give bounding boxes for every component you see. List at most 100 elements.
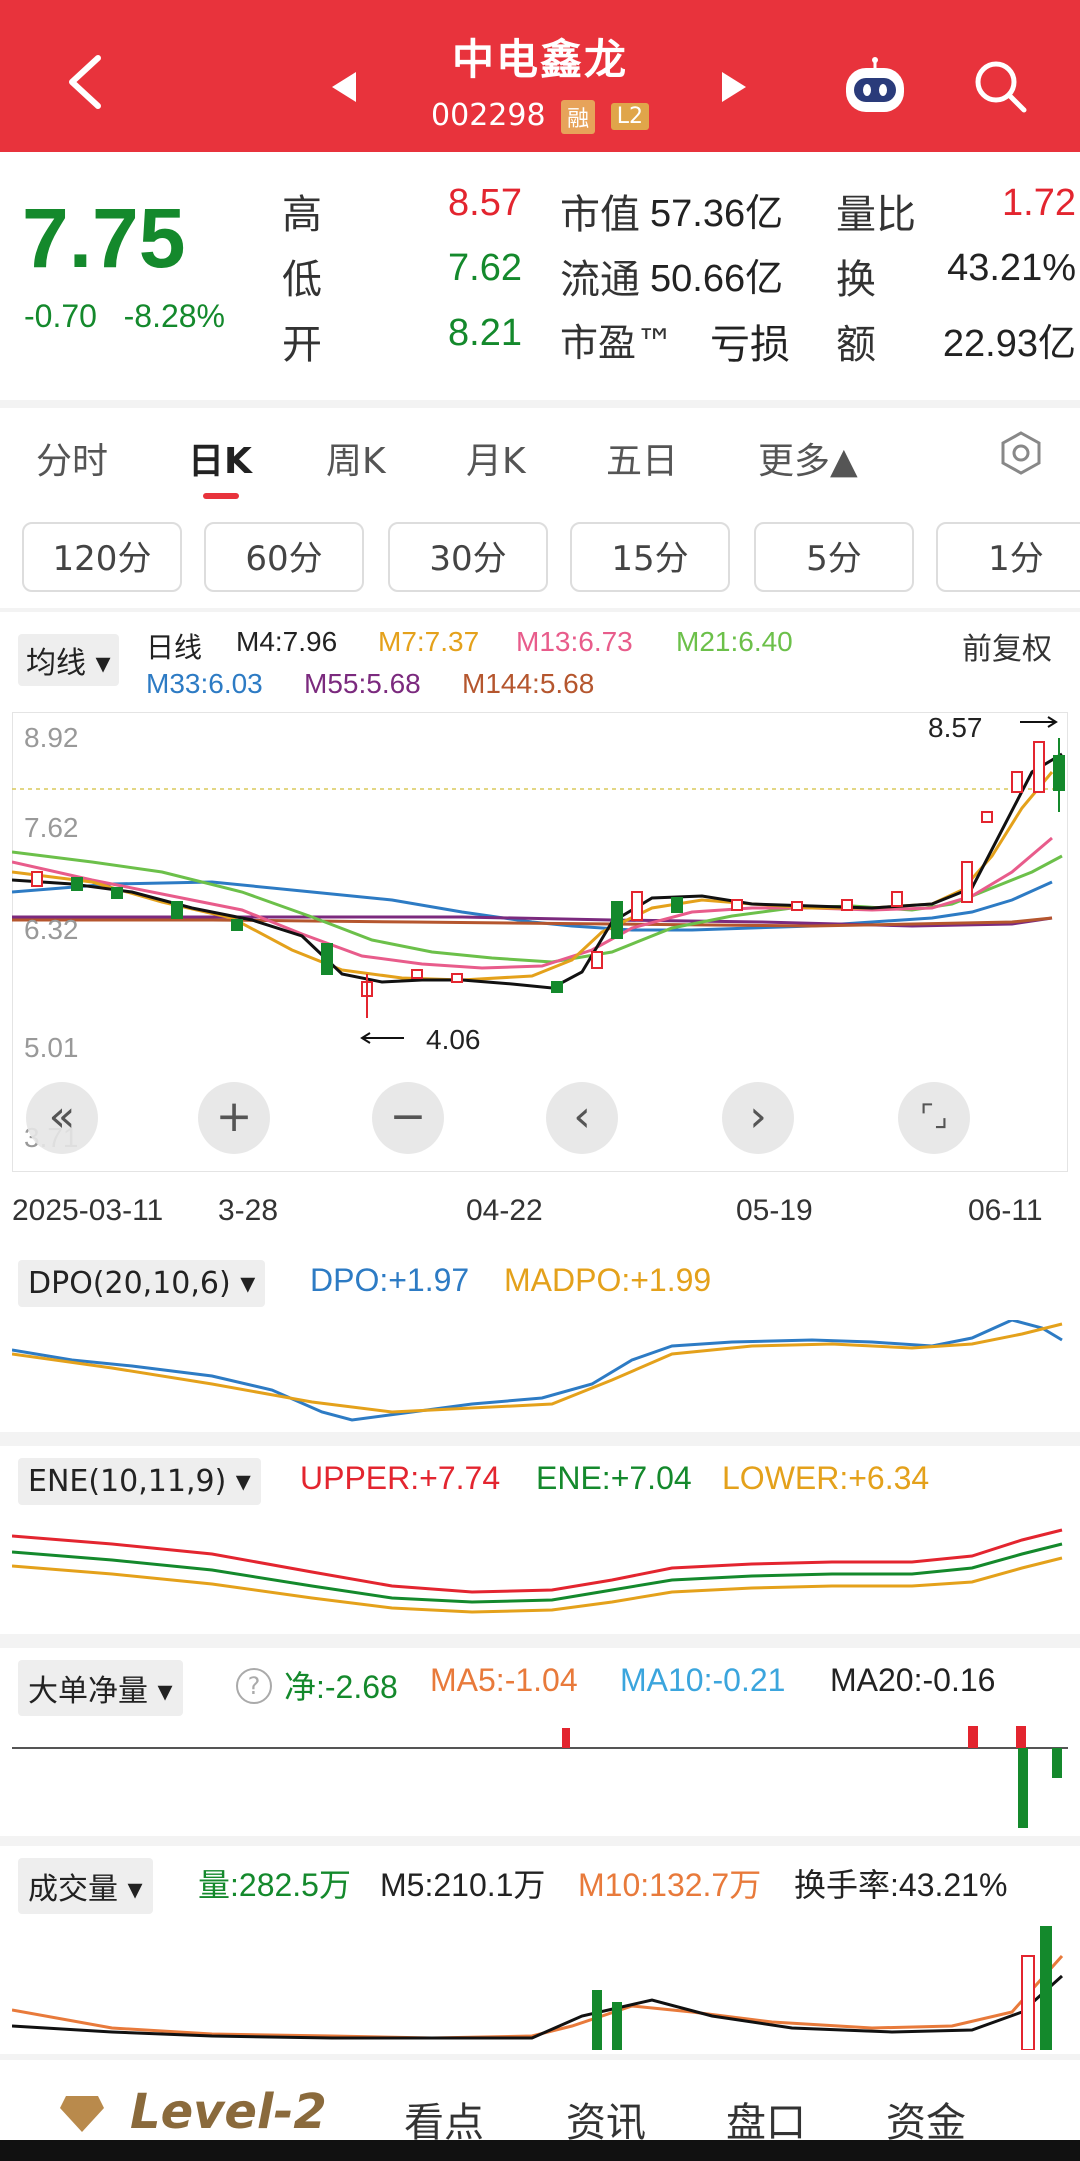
ene-indicator-select[interactable]: ENE(10,11,9) ▾ — [18, 1458, 261, 1505]
dpo-plot — [12, 1320, 1063, 1422]
pe-label: 市盈™ — [560, 321, 675, 365]
ma-legend-m13: M13:6.73 — [516, 626, 633, 657]
tab-120min[interactable]: 120分 — [22, 522, 182, 592]
ma-legend-m7: M7:7.37 — [378, 626, 480, 657]
ma-legend-m33: M33:6.03 — [146, 668, 263, 699]
volume-value: 量:282.5万 — [198, 1867, 351, 1903]
tab-daily-k[interactable]: 日K — [188, 441, 252, 482]
volume-panel: 成交量 ▾ 量:282.5万 M5:210.1万 M10:132.7万 换手率:… — [0, 1846, 1080, 2054]
active-tab-indicator — [203, 493, 239, 499]
prev-stock-icon[interactable] — [330, 70, 358, 104]
tab-1min[interactable]: 1分 — [936, 522, 1080, 592]
x-axis-label: 2025-03-11 — [12, 1194, 164, 1227]
margin-badge: 融 — [561, 99, 596, 134]
ene-panel: ENE(10,11,9) ▾ UPPER:+7.74 ENE:+7.04 LOW… — [0, 1446, 1080, 1634]
float-value: 50.66亿 — [650, 258, 784, 300]
last-price: 7.75 — [22, 191, 186, 285]
volume-indicator-select[interactable]: 成交量 ▾ — [18, 1858, 153, 1914]
system-nav-bar — [0, 2140, 1080, 2161]
scroll-left-button[interactable]: ‹ — [546, 1082, 618, 1154]
amount-value: 22.93亿 — [942, 323, 1076, 365]
open-label: 开 — [282, 322, 322, 368]
tab-five-day[interactable]: 五日 — [606, 441, 679, 482]
settings-hexagon-icon[interactable] — [998, 430, 1044, 476]
volume-m5-value: M5:210.1万 — [380, 1867, 546, 1903]
tab-monthly-k[interactable]: 月K — [466, 441, 526, 482]
tab-more[interactable]: 更多▲ — [758, 441, 858, 482]
tab-highlights[interactable]: 看点 — [404, 2100, 484, 2146]
help-icon[interactable]: ? — [236, 1668, 272, 1704]
tab-30min[interactable]: 30分 — [388, 522, 548, 592]
tab-weekly-k[interactable]: 周K — [326, 441, 386, 482]
amount-label: 额 — [836, 322, 876, 368]
change-amount: -0.70 — [24, 298, 97, 334]
madpo-value: MADPO:+1.99 — [504, 1262, 712, 1298]
zoom-out-button[interactable]: − — [372, 1082, 444, 1154]
line-type-label: 日线 — [146, 632, 203, 663]
y-axis-label: 6.32 — [24, 914, 79, 945]
ene-lower-value: LOWER:+6.34 — [722, 1460, 930, 1496]
x-axis-label: 3-28 — [218, 1194, 279, 1227]
dpo-panel: DPO(20,10,6) ▾ DPO:+1.97 MADPO:+1.99 — [0, 1248, 1080, 1432]
ma-legend-m144: M144:5.68 — [462, 668, 595, 699]
big-order-plot — [12, 1726, 1068, 1828]
big-order-indicator-select[interactable]: 大单净量 ▾ — [18, 1660, 183, 1716]
x-axis-label: 04-22 — [466, 1194, 543, 1227]
ma-indicator-select[interactable]: 均线 ▾ — [18, 634, 119, 686]
x-axis-label: 05-19 — [736, 1194, 813, 1227]
tab-news[interactable]: 资讯 — [566, 2100, 646, 2146]
level2-tab[interactable]: Level-2 — [130, 2084, 327, 2140]
next-stock-icon[interactable] — [720, 70, 748, 104]
robot-assistant-icon[interactable] — [840, 56, 910, 116]
change-percent: -8.28% — [123, 298, 225, 334]
zoom-in-button[interactable]: + — [198, 1082, 270, 1154]
minute-period-tabs: 120分 60分 30分 15分 5分 1分 — [0, 508, 1080, 608]
collapse-chart-button[interactable]: « — [26, 1082, 98, 1154]
tab-capital[interactable]: 资金 — [886, 2100, 966, 2146]
dpo-indicator-select[interactable]: DPO(20,10,6) ▾ — [18, 1260, 266, 1307]
quote-panel: 7.75 -0.70 -8.28% 高 8.57 低 7.62 开 8.21 市… — [0, 152, 1080, 400]
diamond-icon — [60, 2096, 104, 2132]
float-label: 流通 — [560, 257, 640, 303]
tab-15min[interactable]: 15分 — [570, 522, 730, 592]
ene-upper-value: UPPER:+7.74 — [300, 1460, 501, 1496]
pe-value: 亏损 — [710, 323, 790, 367]
ma10-value: MA10:-0.21 — [620, 1662, 786, 1698]
big-order-panel: 大单净量 ▾ ? 净:-2.68 MA5:-1.04 MA10:-0.21 MA… — [0, 1648, 1080, 1836]
turnover-label: 换 — [836, 257, 876, 303]
net-value: 净:-2.68 — [284, 1669, 398, 1705]
y-axis-label: 5.01 — [24, 1032, 79, 1063]
high-label: 高 — [282, 192, 322, 238]
search-icon[interactable] — [970, 56, 1030, 116]
ma-legend-m4: M4:7.96 — [236, 626, 338, 657]
adjustment-mode[interactable]: 前复权 — [962, 632, 1052, 667]
ma-legend-m55: M55:5.68 — [304, 668, 421, 699]
y-axis-label: 7.62 — [24, 812, 79, 843]
period-tabs: 分时 日K 周K 月K 五日 更多▲ — [0, 408, 1080, 508]
dpo-value: DPO:+1.97 — [310, 1262, 470, 1298]
tab-intraday[interactable]: 分时 — [36, 441, 109, 482]
volume-plot — [12, 1926, 1064, 2050]
low-value: 7.62 — [448, 247, 522, 289]
tab-5min[interactable]: 5分 — [754, 522, 914, 592]
mktcap-value: 57.36亿 — [650, 193, 784, 235]
fullscreen-button[interactable]: ⌜⌟ — [898, 1082, 970, 1154]
turnover-value: 43.21% — [947, 247, 1076, 289]
scroll-right-button[interactable]: › — [722, 1082, 794, 1154]
ma20-value: MA20:-0.16 — [830, 1662, 996, 1698]
stock-code-row: 002298 融 L2 — [0, 98, 1080, 134]
ene-plot — [12, 1528, 1063, 1614]
turnover-rate-value: 换手率:43.21% — [794, 1867, 1008, 1903]
stock-code: 002298 — [431, 98, 546, 133]
volume-m10-value: M10:132.7万 — [578, 1867, 762, 1903]
tab-60min[interactable]: 60分 — [204, 522, 364, 592]
open-value: 8.21 — [448, 312, 522, 354]
ma5-value: MA5:-1.04 — [430, 1662, 578, 1698]
level2-badge: L2 — [610, 103, 649, 130]
back-arrow-icon[interactable] — [62, 52, 106, 112]
tab-order-book[interactable]: 盘口 — [726, 2100, 806, 2146]
price-change: -0.70 -8.28% — [24, 298, 225, 335]
low-label: 低 — [282, 257, 322, 303]
ma-legend-m21: M21:6.40 — [676, 626, 793, 657]
high-value: 8.57 — [448, 182, 522, 224]
